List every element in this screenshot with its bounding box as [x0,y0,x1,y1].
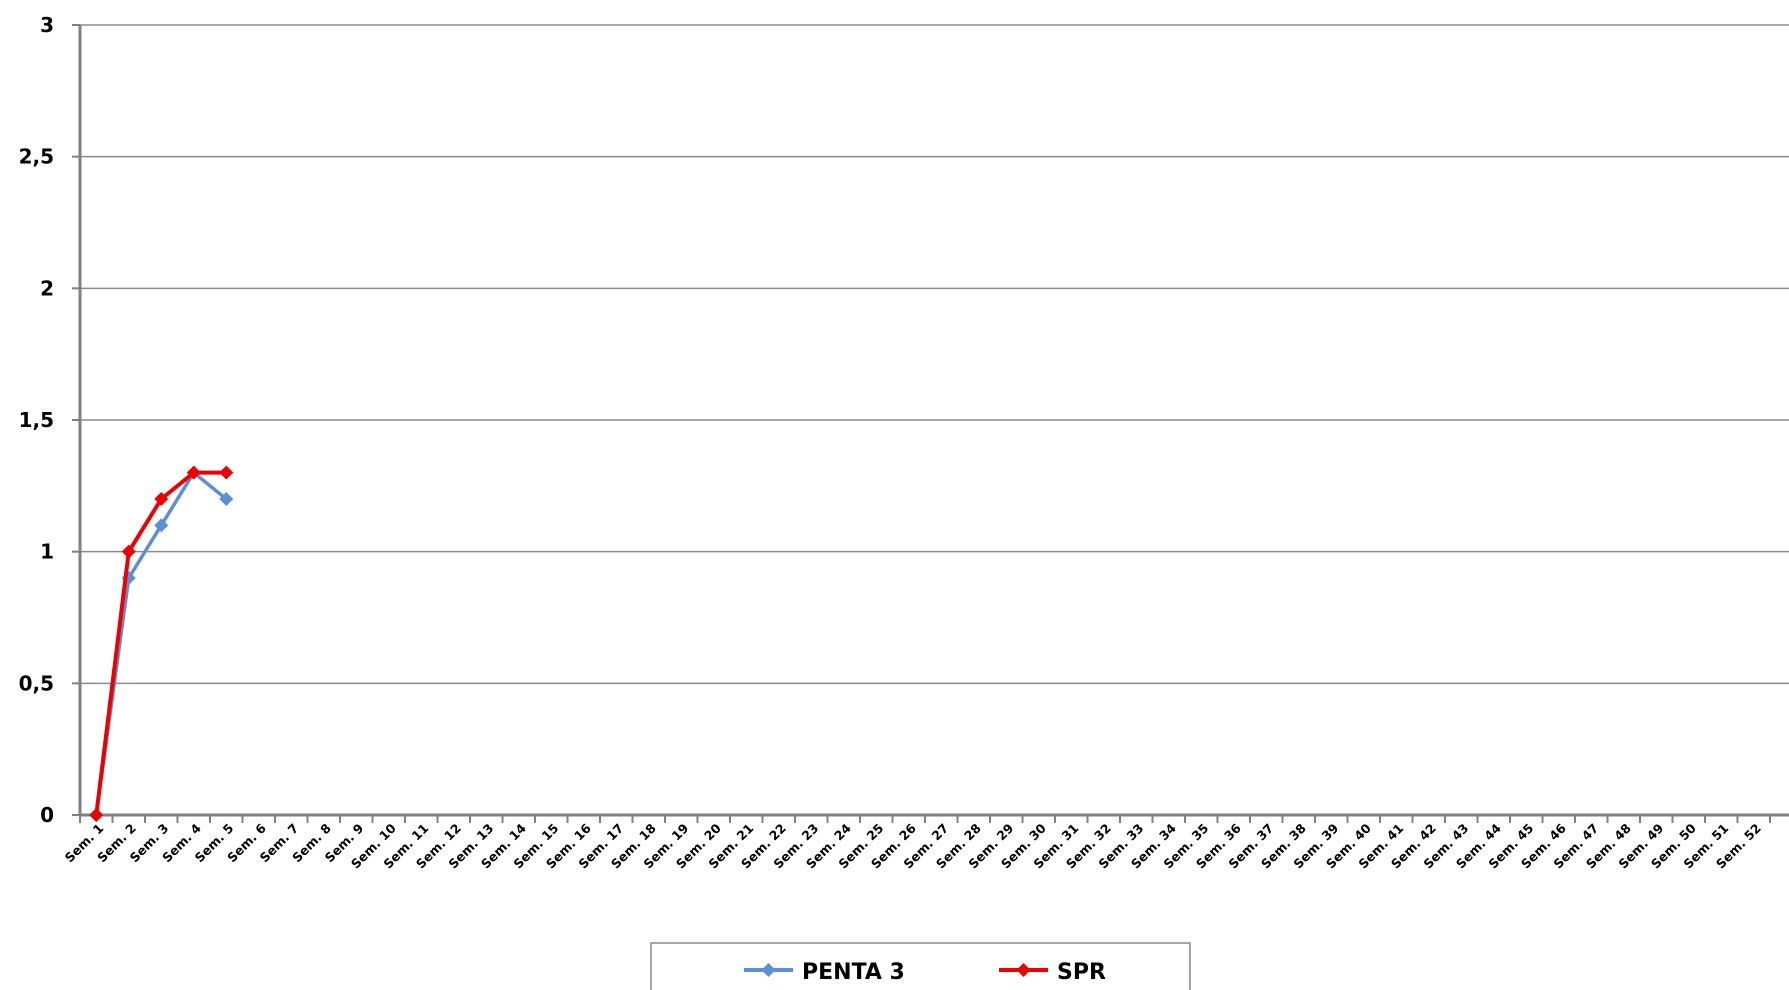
series-group [89,465,234,822]
data-point-spr [154,492,169,506]
data-point-spr [186,465,201,480]
y-tick-label: 1 [40,540,54,564]
axes [72,24,1789,823]
legend-marker-spr [1016,963,1031,977]
y-tick-label: 0,5 [19,671,54,695]
gridlines [80,24,1789,685]
legend-label-penta-3: PENTA 3 [802,960,905,985]
data-point-spr [219,465,234,480]
legend-label-spr: SPR [1057,960,1106,985]
data-point-penta-3 [154,518,169,533]
legend: PENTA 3 SPR [650,942,1191,990]
legend-box [650,942,1191,990]
y-axis-ticks: 0 0,5 1 1,5 2 2,5 3 [19,13,54,827]
data-point-spr [89,808,104,822]
y-tick-label: 1,5 [19,408,54,432]
legend-marker-penta-3 [761,963,776,977]
data-point-penta-3 [219,492,234,506]
y-tick-label: 2,5 [19,145,54,169]
y-tick-label: 3 [40,13,54,37]
y-tick-label: 0 [40,803,54,827]
y-tick-label: 2 [40,276,54,300]
data-point-spr [121,544,136,559]
